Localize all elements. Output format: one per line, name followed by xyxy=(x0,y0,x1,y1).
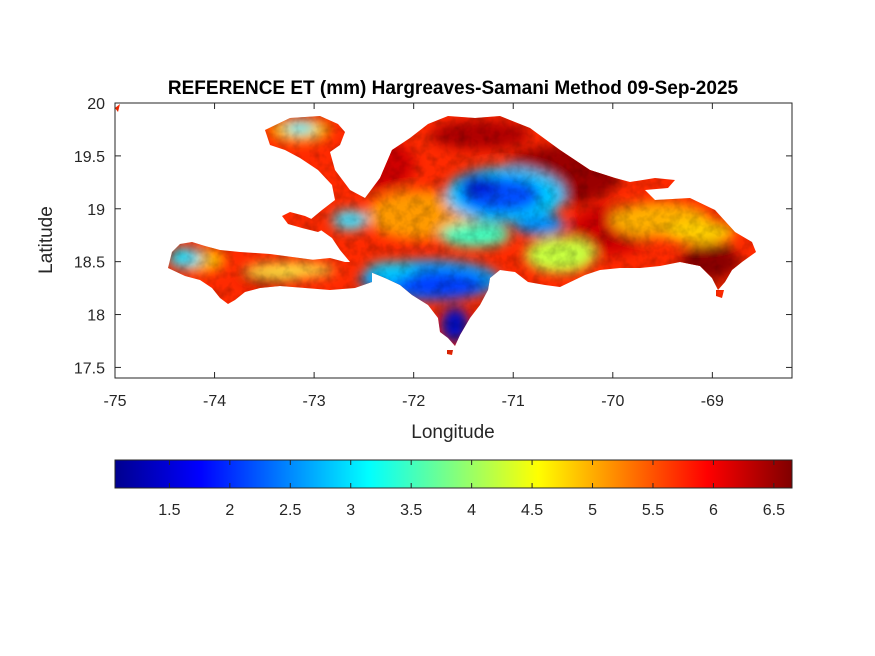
colorbar-tick-label: 5.5 xyxy=(642,502,664,519)
x-tick-label: -70 xyxy=(601,393,624,410)
chart-title: REFERENCE ET (mm) Hargreaves-Samani Meth… xyxy=(168,78,739,99)
y-tick-label: 18 xyxy=(87,308,105,325)
y-tick-label: 20 xyxy=(87,96,105,113)
colorbar-tick-label: 1.5 xyxy=(158,502,180,519)
colorbar-tick-label: 2.5 xyxy=(279,502,301,519)
colorbar-tick-label: 6.5 xyxy=(763,502,785,519)
colorbar-ticks: 1.5 2 2.5 3 3.5 4 4.5 5 5.5 6 6.5 xyxy=(158,460,785,519)
x-tick-label: -75 xyxy=(103,393,126,410)
axes-box xyxy=(114,102,793,379)
y-tick-label: 18.5 xyxy=(74,255,105,272)
colorbar-tick-label: 5 xyxy=(588,502,597,519)
colorbar xyxy=(114,459,793,489)
colorbar-tick-label: 4.5 xyxy=(521,502,543,519)
x-tick-label: -71 xyxy=(502,393,525,410)
y-tick-label: 19 xyxy=(87,202,105,219)
x-tick-label: -73 xyxy=(303,393,326,410)
x-axis-ticks: -75 -74 -73 -72 -71 -70 -69 xyxy=(103,103,724,410)
x-axis-label: Longitude xyxy=(411,422,494,443)
y-tick-label: 17.5 xyxy=(74,360,105,377)
y-axis-ticks: 17.5 18 18.5 19 19.5 20 xyxy=(74,96,792,377)
x-tick-label: -69 xyxy=(701,393,724,410)
y-axis-label: Latitude xyxy=(36,206,57,274)
x-tick-label: -74 xyxy=(203,393,226,410)
colorbar-tick-label: 4 xyxy=(467,502,476,519)
colorbar-tick-label: 3 xyxy=(346,502,355,519)
colorbar-tick-label: 6 xyxy=(709,502,718,519)
colorbar-tick-label: 3.5 xyxy=(400,502,422,519)
colorbar-tick-label: 2 xyxy=(225,502,234,519)
x-tick-label: -72 xyxy=(402,393,425,410)
y-tick-label: 19.5 xyxy=(74,149,105,166)
